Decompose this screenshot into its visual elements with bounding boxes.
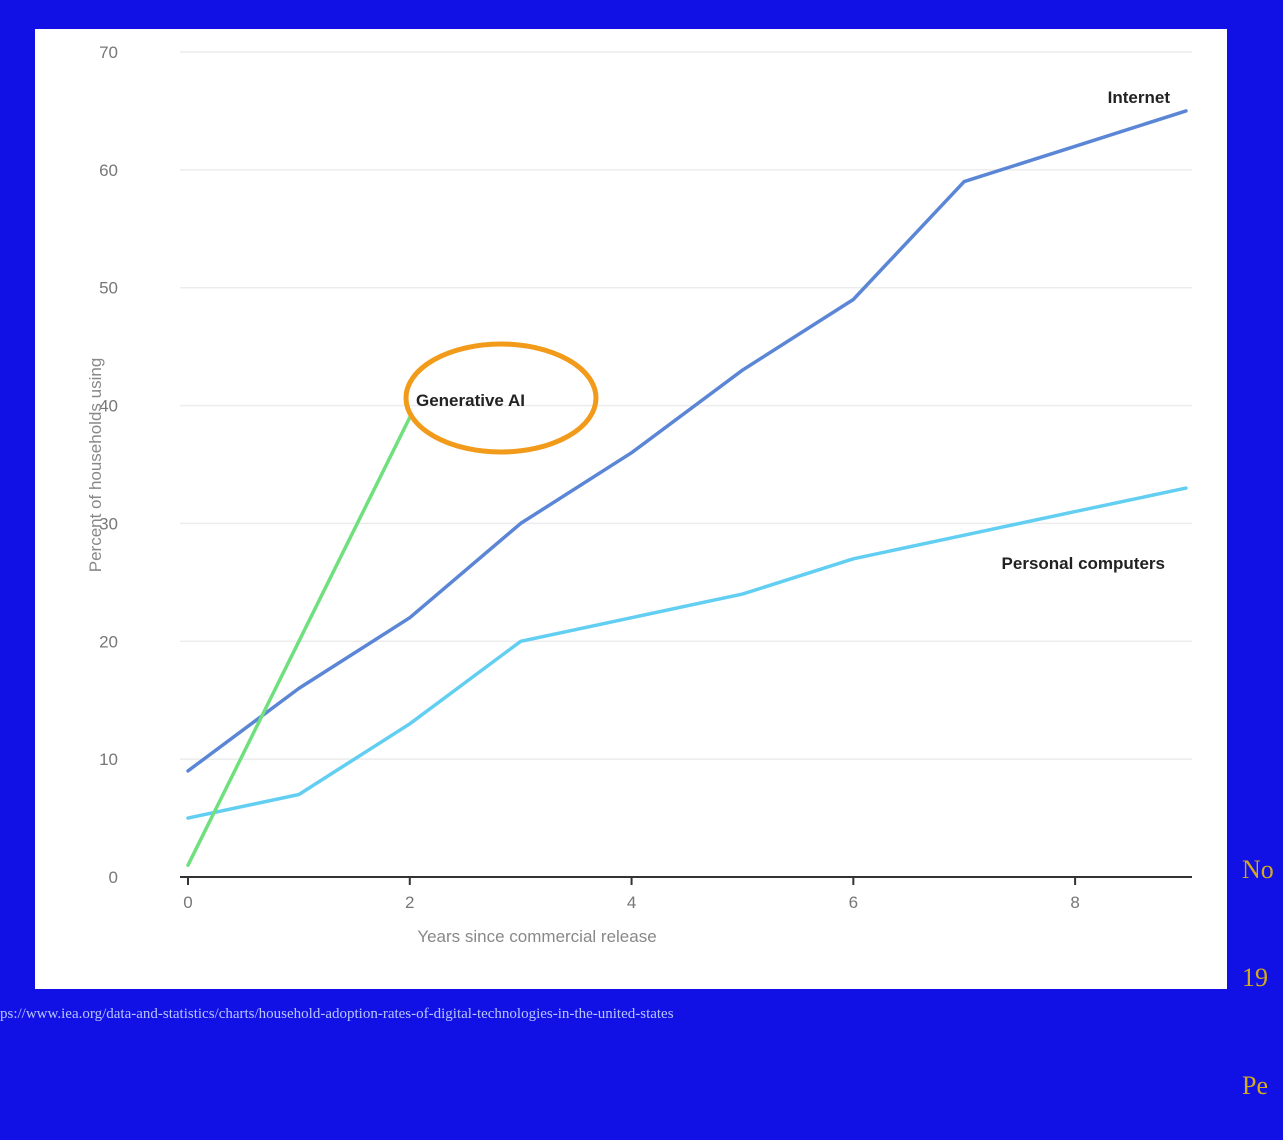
series-line-generative-ai: [186, 415, 412, 867]
y-tick-label: 60: [99, 161, 118, 180]
x-tick-label: 4: [627, 893, 636, 912]
side-note-line: No: [1242, 855, 1274, 884]
series-label-internet: Internet: [1108, 88, 1171, 107]
side-note-text: No 19 Pe: [1242, 780, 1283, 1140]
y-tick-label: 30: [99, 514, 118, 533]
chart-panel: 0 10 20 30 40 50 60 70 0 2 4 6 8 Internet Personal co…: [35, 29, 1227, 989]
series-line-personal-computers: [186, 486, 1188, 820]
series-line-internet: [186, 109, 1188, 773]
y-axis-title: Percent of households using: [86, 358, 105, 573]
y-tick-label: 40: [99, 397, 118, 416]
x-axis-title: Years since commercial release: [417, 927, 656, 946]
series-lines: [186, 109, 1188, 867]
x-tick-label: 8: [1070, 893, 1079, 912]
side-note-line: Pe: [1242, 1071, 1268, 1100]
x-tick-label: 6: [849, 893, 858, 912]
y-tick-label: 50: [99, 279, 118, 298]
gridlines: [180, 51, 1192, 760]
series-label-generative-ai: Generative AI: [416, 391, 525, 410]
highlight-circle: [403, 341, 599, 455]
series-labels: Internet Personal computers Generative AI: [403, 88, 1171, 573]
source-url[interactable]: ps://www.iea.org/data-and-statistics/cha…: [0, 1006, 674, 1022]
y-tick-label: 0: [109, 868, 118, 887]
y-tick-label: 20: [99, 632, 118, 651]
line-chart: 0 10 20 30 40 50 60 70 0 2 4 6 8 Internet Personal co…: [86, 43, 1192, 946]
series-label-personal-computers: Personal computers: [1002, 554, 1165, 573]
y-tick-label: 70: [99, 43, 118, 62]
axes: 0 10 20 30 40 50 60 70 0 2 4 6 8: [99, 43, 1192, 912]
x-tick-label: 2: [405, 893, 414, 912]
x-tick-label: 0: [183, 893, 192, 912]
side-note-line: 19: [1242, 963, 1268, 992]
y-tick-label: 10: [99, 750, 118, 769]
